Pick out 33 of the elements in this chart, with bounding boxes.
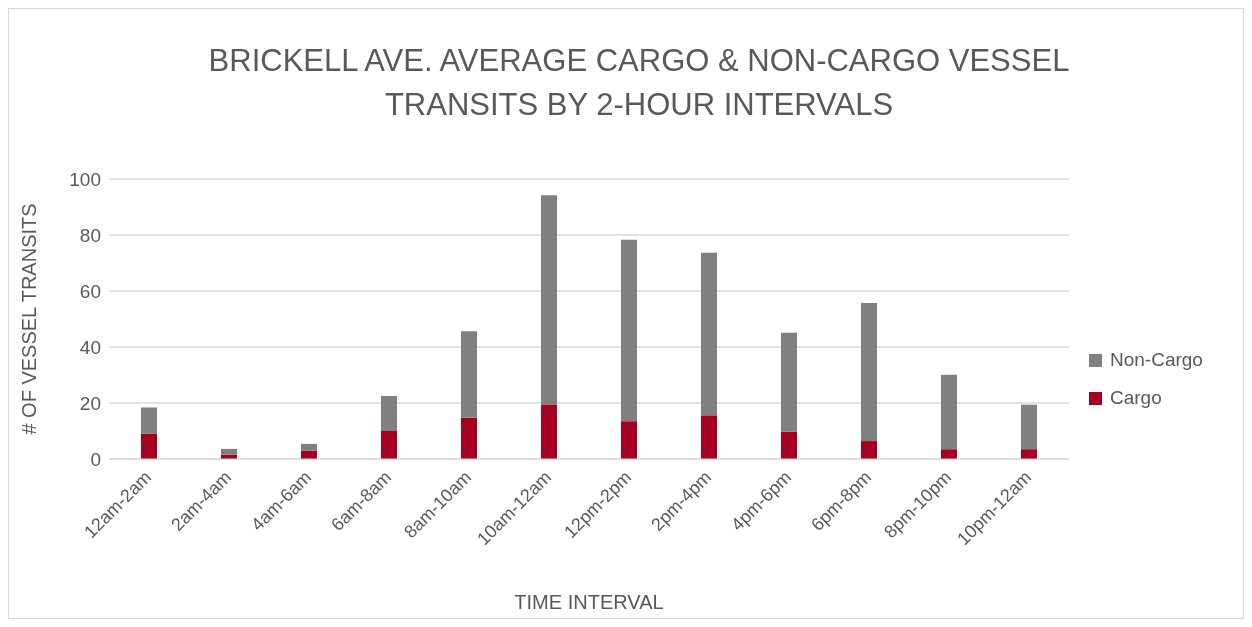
bar bbox=[941, 449, 957, 459]
bar bbox=[141, 407, 157, 434]
bar bbox=[781, 431, 797, 459]
bar bbox=[461, 417, 477, 459]
x-axis-title: TIME INTERVAL bbox=[514, 591, 664, 613]
bar bbox=[381, 396, 397, 431]
legend-label: Cargo bbox=[1110, 387, 1162, 409]
bar bbox=[861, 441, 877, 459]
legend-label: Non-Cargo bbox=[1110, 349, 1203, 371]
bar bbox=[861, 303, 877, 442]
bar bbox=[541, 404, 557, 459]
y-tick-label: 0 bbox=[90, 448, 101, 470]
bar bbox=[621, 421, 637, 459]
bar bbox=[541, 195, 557, 405]
y-tick-label: 20 bbox=[79, 392, 101, 414]
bar bbox=[1021, 449, 1037, 459]
bar bbox=[301, 443, 317, 451]
bar bbox=[941, 374, 957, 450]
bar bbox=[1021, 404, 1037, 450]
y-tick-label: 100 bbox=[69, 168, 101, 190]
y-tick-label: 80 bbox=[79, 224, 101, 246]
bar bbox=[701, 415, 717, 459]
bar bbox=[621, 239, 637, 422]
bar bbox=[461, 331, 477, 418]
chart-title: BRICKELL AVE. AVERAGE CARGO & NON-CARGO VESSEL TRANSITS BY 2-HOUR INTERVALS bbox=[207, 42, 1071, 124]
y-tick-label: 60 bbox=[79, 280, 101, 302]
bar bbox=[781, 332, 797, 432]
y-axis-title: # OF VESSEL TRANSITS bbox=[18, 203, 41, 435]
bar bbox=[381, 431, 397, 459]
bar bbox=[141, 433, 157, 459]
bar bbox=[701, 252, 717, 416]
bar bbox=[221, 448, 237, 455]
y-tick-label: 40 bbox=[79, 336, 101, 358]
